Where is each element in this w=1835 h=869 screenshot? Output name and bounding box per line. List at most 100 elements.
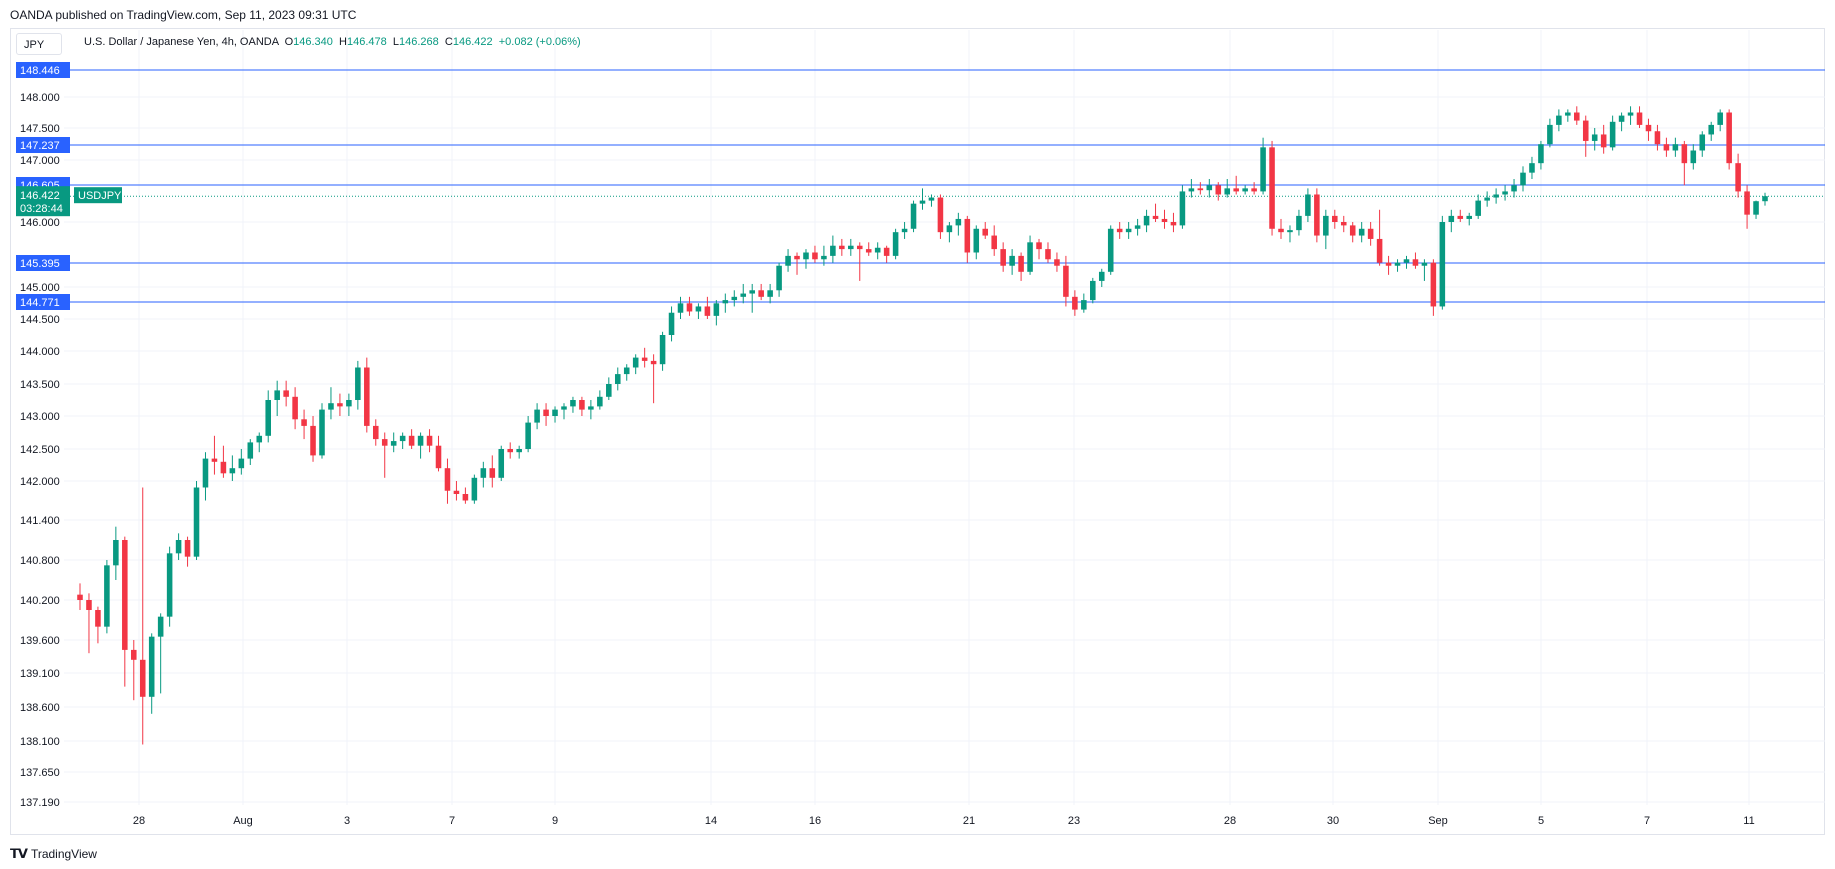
x-tick-label: 30: [1327, 815, 1339, 827]
candle-body: [830, 245, 836, 256]
x-tick-label: 9: [552, 815, 558, 827]
candle: [364, 357, 370, 433]
candle: [1349, 222, 1356, 243]
symbol-tag-label: USDJPY: [78, 190, 122, 202]
candle: [892, 228, 899, 260]
candle-body: [1520, 172, 1526, 186]
candle: [1376, 209, 1383, 266]
candle: [390, 432, 397, 453]
candle: [1762, 192, 1768, 206]
candle: [1305, 188, 1311, 222]
candle: [265, 390, 271, 443]
candle-body: [1349, 225, 1356, 236]
candle: [1672, 137, 1679, 157]
candle: [77, 583, 83, 610]
candle-body: [1206, 185, 1213, 191]
candle-body: [1081, 300, 1087, 310]
candle-body: [525, 422, 531, 449]
candle: [1430, 259, 1437, 316]
candle-body: [1591, 134, 1598, 141]
candle: [928, 194, 935, 207]
candle-body: [86, 600, 92, 610]
candle-body: [301, 419, 307, 426]
candle-body: [632, 357, 639, 368]
candle-body: [256, 435, 263, 443]
x-tick-label: 21: [963, 815, 975, 827]
candle-body: [1179, 191, 1186, 226]
symbol-search-button[interactable]: JPY: [16, 33, 62, 55]
candle-body: [1627, 112, 1634, 116]
x-tick-label: 14: [705, 815, 717, 827]
candle: [1027, 235, 1033, 275]
candle-body: [1054, 259, 1060, 266]
candle: [310, 416, 316, 462]
x-tick-label: Sep: [1428, 815, 1448, 827]
candle: [480, 461, 487, 488]
candle-body: [1376, 238, 1383, 263]
candle: [1591, 128, 1598, 151]
candle: [1439, 215, 1446, 310]
candle-body: [381, 439, 388, 446]
candle: [1063, 255, 1069, 307]
candle-body: [1036, 242, 1042, 250]
candle-body: [1708, 124, 1715, 135]
candle: [399, 432, 406, 449]
candle-body: [1000, 249, 1006, 266]
candle-body: [1735, 163, 1741, 192]
candle: [86, 593, 92, 654]
candle: [1565, 109, 1571, 122]
candle: [883, 245, 890, 263]
candle-body: [1636, 112, 1643, 125]
candle: [1134, 218, 1141, 236]
candle: [1358, 222, 1365, 243]
candle: [722, 293, 729, 313]
candle: [964, 215, 971, 263]
chart-frame: [10, 28, 1825, 835]
publisher-line: OANDA published on TradingView.com, Sep …: [10, 8, 357, 22]
y-tick-label: 145.000: [20, 282, 60, 294]
candle-body: [139, 659, 146, 697]
candle: [1574, 106, 1580, 125]
candle-body: [668, 312, 675, 335]
candle: [1385, 255, 1392, 275]
open-value: 146.340: [293, 36, 333, 48]
y-tick-label: 138.600: [20, 702, 60, 714]
candle-body: [471, 477, 478, 501]
candle-body: [265, 400, 271, 436]
candle: [973, 225, 980, 260]
candle: [1090, 277, 1096, 304]
y-tick-label: 139.600: [20, 635, 60, 647]
candle-body: [883, 247, 890, 256]
candle-body: [1260, 147, 1266, 192]
y-tick-label: 146.000: [20, 217, 60, 229]
change-value: +0.082 (+0.06%): [498, 36, 581, 48]
candle: [901, 222, 908, 239]
candle: [1197, 182, 1204, 195]
candle: [632, 354, 639, 375]
y-tick-label: 144.000: [20, 346, 60, 358]
candle: [1314, 188, 1320, 243]
candle: [686, 296, 693, 316]
candle-body: [1072, 296, 1078, 310]
candle: [247, 439, 254, 465]
candle: [1206, 178, 1213, 198]
candle: [1753, 200, 1759, 219]
candle: [731, 290, 738, 307]
candle: [498, 445, 505, 481]
candle: [982, 222, 989, 239]
close-value: 146.422: [452, 36, 493, 48]
candle-body: [95, 610, 101, 627]
y-tick-label: 143.500: [20, 379, 60, 391]
candle-body: [77, 594, 83, 600]
candle: [1036, 238, 1042, 260]
close-label: C: [444, 36, 453, 48]
candle: [1081, 293, 1087, 313]
y-tick-label: 142.000: [20, 476, 60, 488]
candle: [794, 252, 800, 275]
candle: [1466, 212, 1473, 226]
candle: [1627, 106, 1634, 125]
candle: [507, 442, 513, 459]
candle-body: [1672, 144, 1679, 151]
candle-body: [919, 200, 926, 204]
